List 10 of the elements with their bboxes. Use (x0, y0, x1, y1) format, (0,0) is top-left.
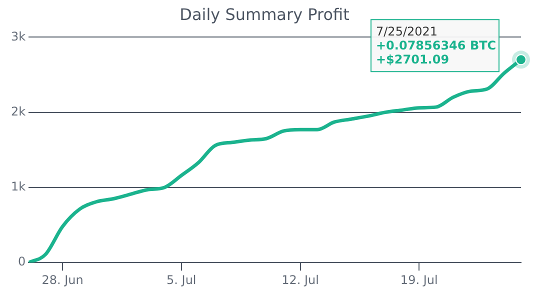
x-tick-label: 5. Jul (166, 272, 196, 287)
x-tick-label: 19. Jul (400, 272, 438, 287)
y-tick-label: 0 (18, 254, 26, 269)
x-tick-label: 28. Jun (42, 272, 84, 287)
annotation: 7/25/2021 +0.07856346 BTC +$2701.09 (376, 24, 496, 67)
x-tick-label: 12. Jul (282, 272, 319, 287)
chart-title: Daily Summary Profit (180, 4, 350, 24)
y-tick-label: 3k (10, 29, 26, 44)
y-tick-label: 2k (10, 104, 26, 118)
y-tick-label: 1k (10, 180, 26, 194)
